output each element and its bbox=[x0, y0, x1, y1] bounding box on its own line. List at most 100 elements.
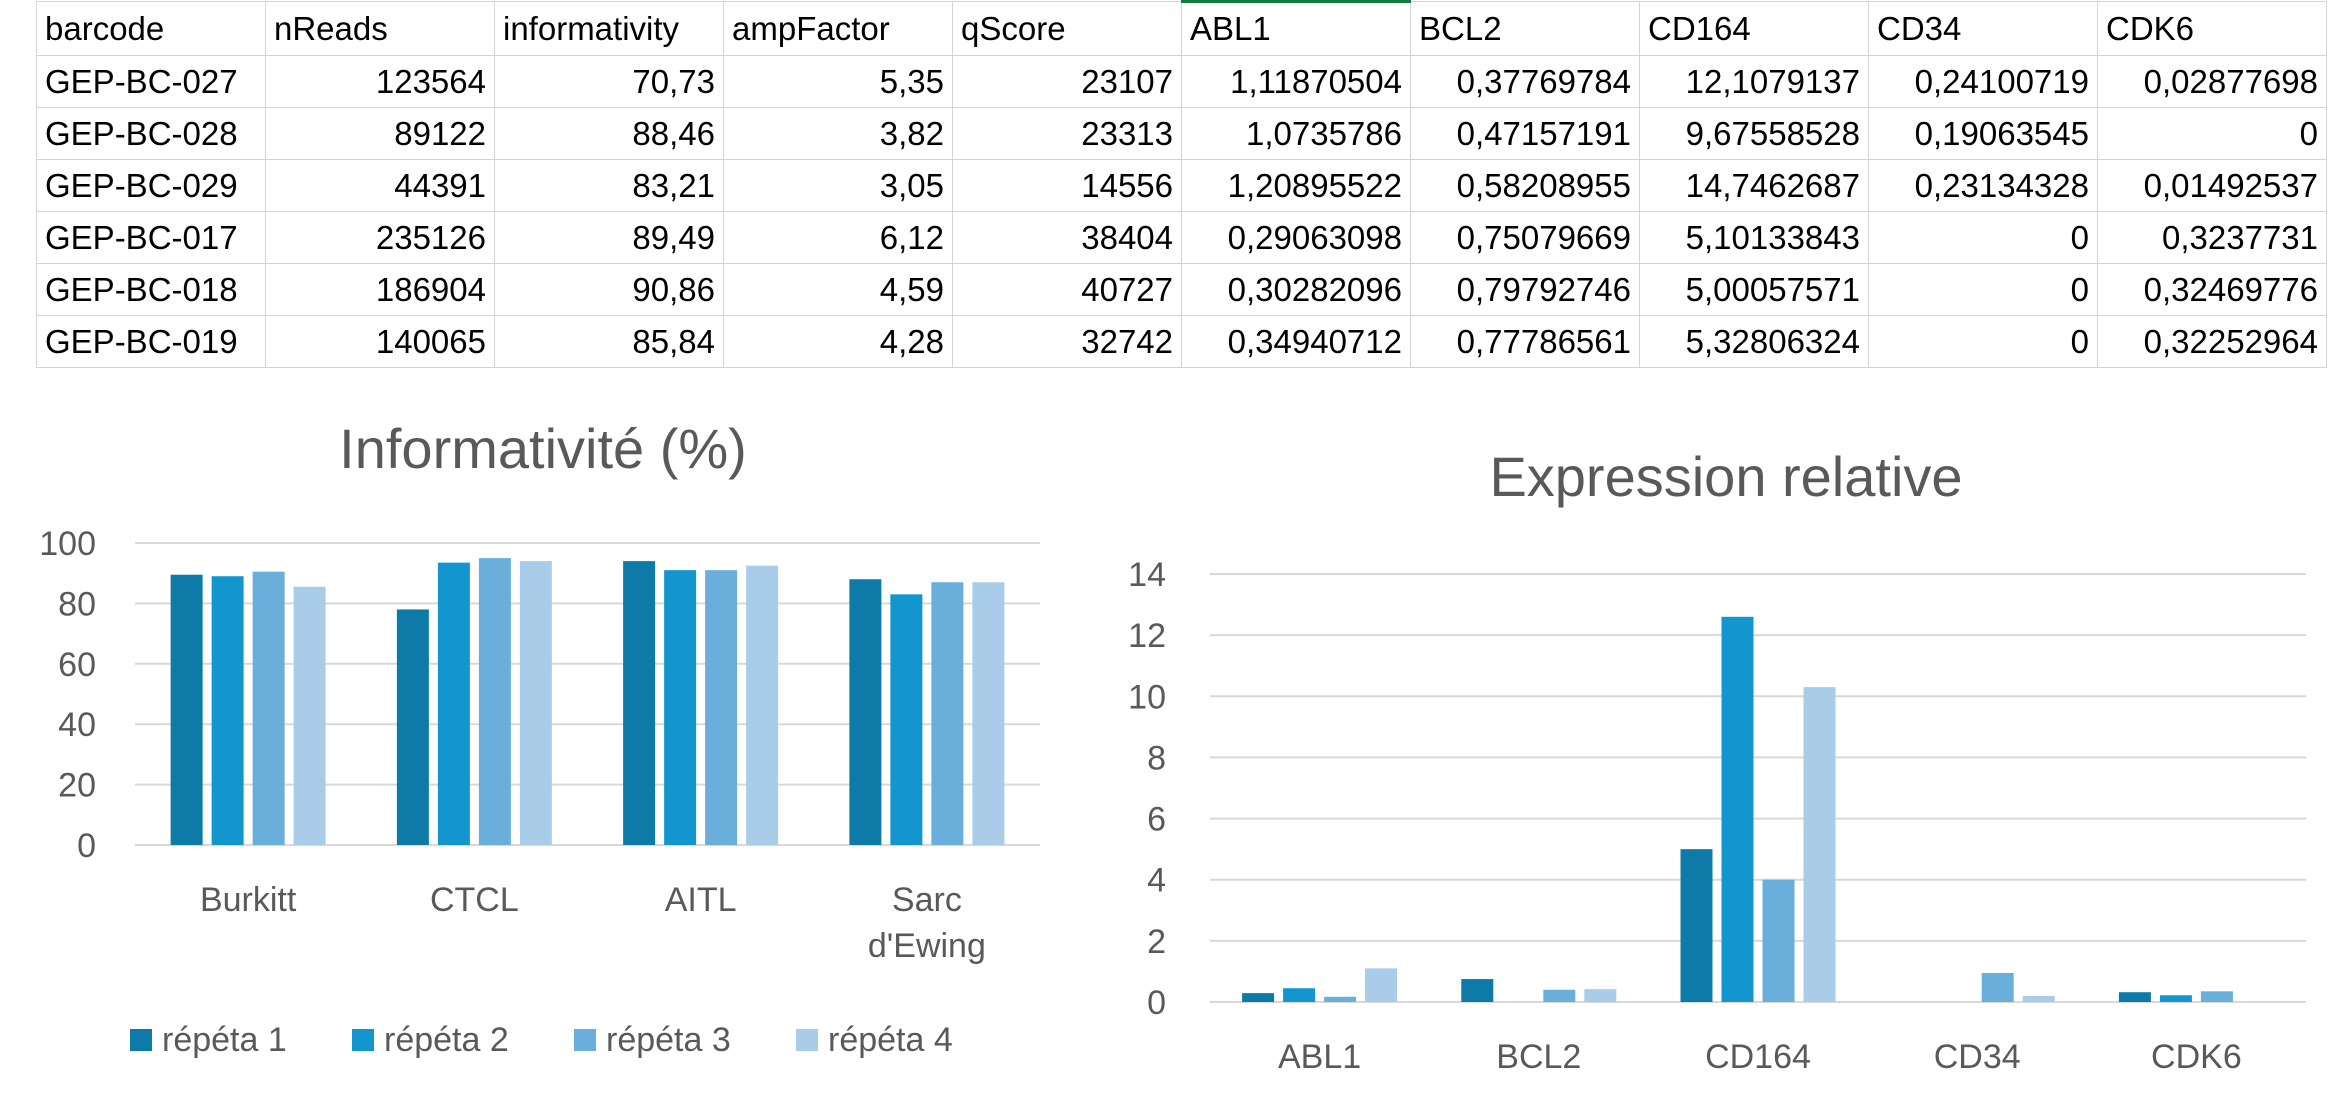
table-cell[interactable]: 186904 bbox=[265, 263, 495, 316]
bar[interactable] bbox=[1283, 988, 1316, 1002]
table-cell[interactable]: 235126 bbox=[265, 211, 495, 264]
bar[interactable] bbox=[1543, 989, 1576, 1002]
bar[interactable] bbox=[2200, 991, 2233, 1002]
bar[interactable] bbox=[211, 576, 244, 845]
table-cell[interactable]: 0,29063098 bbox=[1181, 211, 1411, 264]
bar[interactable] bbox=[2118, 992, 2151, 1002]
header-cell[interactable]: barcode bbox=[36, 1, 266, 56]
bar[interactable] bbox=[1584, 989, 1617, 1002]
table-cell[interactable]: 0,32469776 bbox=[2097, 263, 2327, 316]
bar[interactable] bbox=[972, 582, 1005, 845]
bar[interactable] bbox=[478, 558, 511, 845]
table-cell[interactable]: 0,01492537 bbox=[2097, 159, 2327, 212]
table-cell[interactable]: 123564 bbox=[265, 55, 495, 108]
table-cell[interactable]: 0 bbox=[1868, 211, 2098, 264]
table-cell[interactable]: 5,00057571 bbox=[1639, 263, 1869, 316]
table-cell[interactable]: 40727 bbox=[952, 263, 1182, 316]
table-cell[interactable]: 0,58208955 bbox=[1410, 159, 1640, 212]
bar[interactable] bbox=[705, 570, 738, 845]
table-cell[interactable]: GEP-BC-028 bbox=[36, 107, 266, 160]
chart-title: Informativité (%) bbox=[339, 417, 747, 480]
table-cell[interactable]: GEP-BC-027 bbox=[36, 55, 266, 108]
table-cell[interactable]: 4,28 bbox=[723, 315, 953, 368]
bar[interactable] bbox=[293, 586, 326, 845]
table-cell[interactable]: 140065 bbox=[265, 315, 495, 368]
bar[interactable] bbox=[664, 570, 697, 845]
bar[interactable] bbox=[2022, 995, 2055, 1002]
table-cell[interactable]: 0,23134328 bbox=[1868, 159, 2098, 212]
table-cell[interactable]: 0,47157191 bbox=[1410, 107, 1640, 160]
header-cell[interactable]: nReads bbox=[265, 1, 495, 56]
table-cell[interactable]: 5,32806324 bbox=[1639, 315, 1869, 368]
bar[interactable] bbox=[1721, 616, 1754, 1002]
bar[interactable] bbox=[931, 582, 964, 845]
table-row: GEP-BC-027 123564 70,73 5,35 23107 1,118… bbox=[36, 55, 2327, 108]
informativity-chart[interactable]: Informativité (%) 0 20 40 60 80 100 Burkitt CTCL… bbox=[0, 0, 1080, 1106]
bar[interactable] bbox=[1324, 996, 1357, 1002]
table-cell[interactable]: 14,7462687 bbox=[1639, 159, 1869, 212]
table-cell[interactable]: 0,3237731 bbox=[2097, 211, 2327, 264]
y-tick-label: 0 bbox=[77, 827, 96, 865]
table-cell[interactable]: 3,82 bbox=[723, 107, 953, 160]
header-cell[interactable]: informativity bbox=[494, 1, 724, 56]
table-cell[interactable]: 0 bbox=[1868, 263, 2098, 316]
table-cell[interactable]: 85,84 bbox=[494, 315, 724, 368]
table-cell[interactable]: 1,0735786 bbox=[1181, 107, 1411, 160]
table-cell[interactable]: 3,05 bbox=[723, 159, 953, 212]
table-cell[interactable]: 70,73 bbox=[494, 55, 724, 108]
table-row: GEP-BC-019 140065 85,84 4,28 32742 0,349… bbox=[36, 315, 2327, 368]
bar[interactable] bbox=[1680, 849, 1713, 1002]
legend-swatch bbox=[574, 1029, 596, 1051]
bar[interactable] bbox=[252, 571, 285, 845]
table-cell[interactable]: 5,35 bbox=[723, 55, 953, 108]
bar[interactable] bbox=[849, 579, 882, 845]
table-cell[interactable]: GEP-BC-029 bbox=[36, 159, 266, 212]
bar[interactable] bbox=[746, 565, 779, 845]
bar[interactable] bbox=[519, 561, 552, 845]
header-cell[interactable]: CDK6 bbox=[2097, 1, 2327, 56]
table-cell[interactable]: 14556 bbox=[952, 159, 1182, 212]
table-cell[interactable]: 1,11870504 bbox=[1181, 55, 1411, 108]
header-cell[interactable]: CD164 bbox=[1639, 1, 1869, 56]
bar[interactable] bbox=[396, 609, 429, 845]
table-cell[interactable]: 32742 bbox=[952, 315, 1182, 368]
table-cell[interactable]: 9,67558528 bbox=[1639, 107, 1869, 160]
expression-chart[interactable]: Expression relative 0 2 4 6 8 10 12 14 ABL1 BCL2 CD… bbox=[1080, 0, 2351, 1106]
table-cell[interactable]: 6,12 bbox=[723, 211, 953, 264]
table-row: GEP-BC-029 44391 83,21 3,05 14556 1,2089… bbox=[36, 159, 2327, 212]
bar[interactable] bbox=[890, 594, 923, 845]
header-cell-active[interactable]: ABL1 bbox=[1181, 0, 1411, 56]
table-cell[interactable]: 0,32252964 bbox=[2097, 315, 2327, 368]
table-cell[interactable]: GEP-BC-019 bbox=[36, 315, 266, 368]
x-tick-label: CDK6 bbox=[2151, 1038, 2242, 1076]
table-cell[interactable]: 5,10133843 bbox=[1639, 211, 1869, 264]
bar[interactable] bbox=[2159, 995, 2192, 1002]
table-cell[interactable]: 0,34940712 bbox=[1181, 315, 1411, 368]
bar[interactable] bbox=[1762, 879, 1795, 1002]
table-cell[interactable]: 0,02877698 bbox=[2097, 55, 2327, 108]
bar[interactable] bbox=[1242, 993, 1275, 1002]
table-cell[interactable]: 0 bbox=[1868, 315, 2098, 368]
bar[interactable] bbox=[1803, 687, 1836, 1002]
table-cell[interactable]: 12,1079137 bbox=[1639, 55, 1869, 108]
table-cell[interactable]: 0,79792746 bbox=[1410, 263, 1640, 316]
table-cell[interactable]: 89122 bbox=[265, 107, 495, 160]
bar[interactable] bbox=[170, 574, 203, 845]
table-cell[interactable]: 44391 bbox=[265, 159, 495, 212]
header-cell[interactable]: CD34 bbox=[1868, 1, 2098, 56]
bar[interactable] bbox=[1461, 979, 1494, 1002]
bar[interactable] bbox=[1981, 972, 2014, 1002]
bar[interactable] bbox=[437, 562, 470, 845]
table-cell[interactable]: 89,49 bbox=[494, 211, 724, 264]
table-cell[interactable]: 0,75079669 bbox=[1410, 211, 1640, 264]
table-cell[interactable]: GEP-BC-018 bbox=[36, 263, 266, 316]
table-cell[interactable]: 0,30282096 bbox=[1181, 263, 1411, 316]
table-cell[interactable]: GEP-BC-017 bbox=[36, 211, 266, 264]
table-cell[interactable]: 23313 bbox=[952, 107, 1182, 160]
table-cell[interactable]: 88,46 bbox=[494, 107, 724, 160]
table-cell[interactable]: 0,77786561 bbox=[1410, 315, 1640, 368]
table-cell[interactable]: 0,19063545 bbox=[1868, 107, 2098, 160]
table-cell[interactable]: 0,37769784 bbox=[1410, 55, 1640, 108]
bar[interactable] bbox=[623, 561, 656, 845]
bar[interactable] bbox=[1365, 968, 1398, 1002]
